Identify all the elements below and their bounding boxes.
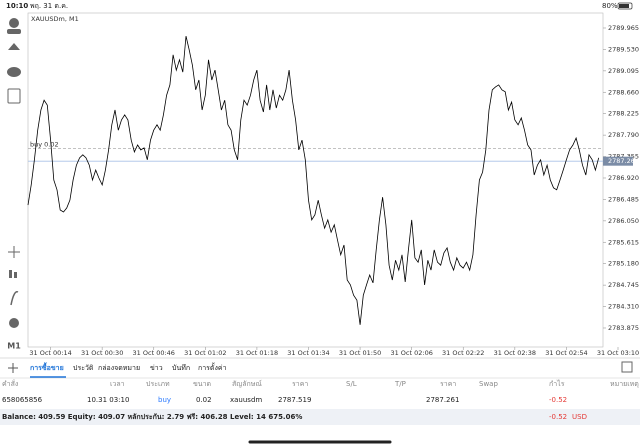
status-date: พฤ. 31 ต.ค. [30, 2, 68, 10]
y-tick-label: 2786.050 [608, 217, 639, 225]
x-tick-label: 31 Oct 00:14 [29, 349, 71, 357]
table-cell: -0.52 [549, 396, 567, 404]
y-tick-label: 2786.920 [608, 174, 639, 182]
account-icon[interactable] [9, 18, 19, 28]
tab[interactable]: บันทึก [172, 363, 190, 372]
status-time: 10:10 [6, 2, 28, 10]
indicator-icon[interactable] [10, 291, 19, 306]
y-tick-label: 2787.790 [608, 131, 639, 139]
zoom-icon[interactable] [9, 270, 12, 278]
order-label: buy 0.02 [30, 140, 59, 148]
y-tick-label: 2788.225 [608, 110, 639, 118]
table-cell: buy [158, 396, 171, 404]
summary-bg [0, 409, 640, 425]
timeframe[interactable]: M1 [7, 342, 21, 351]
summary-profit: -0.52 [549, 413, 567, 421]
doc-icon[interactable] [7, 88, 21, 104]
y-tick-label: 2786.485 [608, 195, 639, 203]
summary: Balance: 409.59 Equity: 409.07 หลักประกั… [2, 413, 302, 421]
crosshair-icon[interactable] [8, 246, 20, 258]
y-tick-label: 2784.745 [608, 281, 639, 289]
x-tick-label: 31 Oct 01:02 [184, 349, 226, 357]
plot-frame [27, 12, 604, 348]
table-cell: 0.02 [196, 396, 212, 404]
chat-icon[interactable] [7, 67, 21, 77]
table-header: Swap [479, 380, 498, 388]
x-tick-label: 31 Oct 02:38 [494, 349, 536, 357]
y-tick-label: 2785.615 [608, 238, 639, 246]
table-header: S/L [346, 380, 357, 388]
y-tick-label: 2789.095 [608, 67, 639, 75]
zoom-icon-2 [14, 272, 17, 278]
bid-label: 2787.261 [608, 157, 639, 165]
tab[interactable]: ข่าว [150, 364, 163, 372]
x-tick-label: 31 Oct 01:50 [339, 349, 381, 357]
trade-icon[interactable] [8, 43, 20, 50]
table-header: ราคา [292, 380, 308, 388]
table-header: ขนาด [193, 380, 211, 388]
battery-level [619, 4, 629, 8]
table-header: หมายเหตุ [610, 380, 639, 388]
y-tick-label: 2783.875 [608, 324, 639, 332]
x-tick-label: 31 Oct 02:22 [442, 349, 484, 357]
y-tick-label: 2789.530 [608, 45, 639, 53]
table-cell: 658065856 [2, 396, 43, 404]
table-header: T/P [394, 380, 406, 388]
x-tick-label: 31 Oct 00:46 [133, 349, 175, 357]
account-icon-body [7, 29, 21, 34]
x-tick-label: 31 Oct 01:34 [287, 349, 329, 357]
x-tick-label: 31 Oct 01:18 [236, 349, 278, 357]
table-header: คำสั่ง [2, 379, 18, 388]
table-cell: 10.31 03:10 [87, 396, 129, 404]
table-cell: 2787.519 [278, 396, 311, 404]
tab[interactable]: การตั้งค่า [198, 361, 227, 372]
y-tick-label: 2789.965 [608, 24, 639, 32]
y-tick-label: 2788.660 [608, 88, 639, 96]
table-header: สัญลักษณ์ [232, 380, 262, 388]
symbol-label: XAUUSDm, M1 [31, 15, 79, 23]
battery-icon [617, 2, 633, 10]
y-tick-label: 2784.310 [608, 303, 639, 311]
x-tick-label: 31 Oct 03:10 [597, 349, 639, 357]
tab[interactable]: การซื้อขาย [30, 361, 64, 372]
x-tick-label: 31 Oct 02:54 [545, 349, 587, 357]
summary-currency: USD [572, 413, 587, 421]
bid-label-box [603, 156, 633, 166]
x-tick-label: 31 Oct 02:06 [390, 349, 432, 357]
tab[interactable]: กล่องจดหมาย [98, 364, 140, 372]
table-header: ประเภท [146, 380, 170, 388]
table-header: กำไร [549, 379, 565, 388]
toolbar [7, 18, 21, 328]
table-cell: xauusdm [230, 396, 262, 404]
y-tick-label: 2785.180 [608, 260, 639, 268]
y-tick-label: 2787.355 [608, 153, 639, 161]
table-header: ราคา [440, 380, 456, 388]
price-line [27, 36, 600, 325]
table-header: เวลา [110, 380, 125, 388]
objects-icon[interactable] [9, 318, 19, 328]
add-button[interactable] [8, 363, 18, 373]
tab[interactable]: ประวัติ [73, 364, 94, 372]
table-cell: 2787.261 [426, 396, 459, 404]
status-battery: 80% [602, 2, 618, 10]
x-tick-label: 31 Oct 00:30 [81, 349, 123, 357]
panel-icon[interactable] [621, 361, 633, 373]
